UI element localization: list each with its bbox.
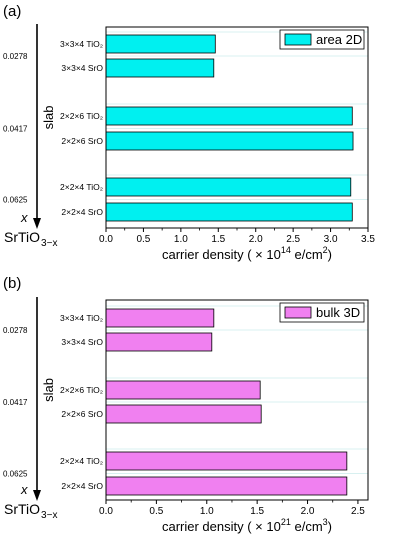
panel-label: (b) xyxy=(3,275,21,292)
x-axis-title-part: 14 xyxy=(281,245,291,255)
x-tick-label: 0.0 xyxy=(99,506,113,517)
variable-label: x xyxy=(20,482,28,497)
x-tick-label: 1.0 xyxy=(174,234,188,245)
formula-subscript: 3−x xyxy=(41,238,57,249)
x-value-label: 0.0278 xyxy=(3,326,28,335)
x-axis-title-part: carrier density ( × 10 xyxy=(162,247,281,262)
bar xyxy=(105,131,354,151)
x-arrow-head xyxy=(33,218,41,229)
x-value-label: 0.0417 xyxy=(3,125,28,134)
x-tick-label: 0.0 xyxy=(99,234,113,245)
category-label: 3×3×4 SrO xyxy=(61,63,103,73)
bar xyxy=(105,380,261,400)
slab-label: slab xyxy=(41,378,56,402)
formula-label: SrTiO3−x xyxy=(4,501,57,521)
legend-swatch xyxy=(284,306,312,319)
category-label: 2×2×4 TiO₂ xyxy=(60,182,103,192)
bar xyxy=(105,476,348,496)
x-tick-label: 2.0 xyxy=(301,506,315,517)
panel-a: (a) 3×3×4 TiO₂ 3×3×4 SrO 2×2×6 TiO₂ 2×2×6 Sr… xyxy=(3,3,375,262)
plot-frame xyxy=(105,26,369,229)
x-tick-label: 0.5 xyxy=(149,506,163,517)
formula-subscript: 3−x xyxy=(41,510,57,521)
x-tick-label: 0.5 xyxy=(136,234,150,245)
category-label: 2×2×6 SrO xyxy=(61,409,103,419)
x-axis-title-part: 21 xyxy=(281,517,291,527)
plot-frame xyxy=(105,299,369,501)
category-label: 2×2×6 SrO xyxy=(61,136,103,146)
legend-label: area 2D xyxy=(316,32,362,47)
x-tick-label: 2.0 xyxy=(249,234,263,245)
x-tick-label: 2.5 xyxy=(286,234,300,245)
x-tick-label: 1.0 xyxy=(200,506,214,517)
slab-label: slab xyxy=(41,106,56,130)
formula-label: SrTiO3−x xyxy=(4,229,57,249)
x-value-label: 0.0278 xyxy=(3,52,28,61)
bar xyxy=(105,58,215,78)
bar xyxy=(105,202,353,222)
category-label: 2×2×6 TiO₂ xyxy=(60,385,103,395)
x-axis-title-part: e/cm xyxy=(291,519,323,534)
bar xyxy=(105,177,352,197)
x-tick-label: 1.5 xyxy=(250,506,264,517)
x-axis-title-part: e/cm xyxy=(291,247,323,262)
category-label: 2×2×4 SrO xyxy=(61,207,103,217)
x-axis-title-part: carrier density ( × 10 xyxy=(162,519,281,534)
panel-label: (a) xyxy=(3,3,21,20)
category-label: 2×2×4 SrO xyxy=(61,481,103,491)
legend-label: bulk 3D xyxy=(316,305,360,320)
panel-b: (b) 3×3×4 TiO₂ 3×3×4 SrO 2×2×6 TiO₂ 2×2×6 Sr… xyxy=(3,275,369,534)
x-axis-title-part: ) xyxy=(328,519,332,534)
x-tick-label: 2.5 xyxy=(351,506,365,517)
legend-swatch xyxy=(284,33,312,46)
x-value-label: 0.0625 xyxy=(3,470,28,479)
x-axis-title: carrier density ( × 1014 e/cm2) xyxy=(162,245,332,262)
bar xyxy=(105,34,216,54)
x-axis-title-part: ) xyxy=(328,247,332,262)
category-label: 3×3×4 TiO₂ xyxy=(60,39,103,49)
formula-main: SrTiO xyxy=(4,501,40,517)
x-tick-label: 1.5 xyxy=(211,234,225,245)
x-tick-label: 3.0 xyxy=(324,234,338,245)
x-arrow-head xyxy=(33,490,41,501)
category-label: 2×2×4 TiO₂ xyxy=(60,456,103,466)
category-label: 2×2×6 TiO₂ xyxy=(60,111,103,121)
x-axis-title-part: 2 xyxy=(323,245,328,255)
category-label: 3×3×4 TiO₂ xyxy=(60,313,103,323)
x-axis-title-part: 3 xyxy=(323,517,328,527)
bar xyxy=(105,308,215,328)
bar xyxy=(105,332,213,352)
variable-label: x xyxy=(20,210,28,225)
x-value-label: 0.0417 xyxy=(3,398,28,407)
x-tick-label: 3.5 xyxy=(361,234,375,245)
bar xyxy=(105,451,348,471)
x-value-label: 0.0625 xyxy=(3,196,28,205)
formula-main: SrTiO xyxy=(4,229,40,245)
bar xyxy=(105,404,262,424)
x-axis-title: carrier density ( × 1021 e/cm3) xyxy=(162,517,332,534)
bar xyxy=(105,106,353,126)
category-label: 3×3×4 SrO xyxy=(61,337,103,347)
